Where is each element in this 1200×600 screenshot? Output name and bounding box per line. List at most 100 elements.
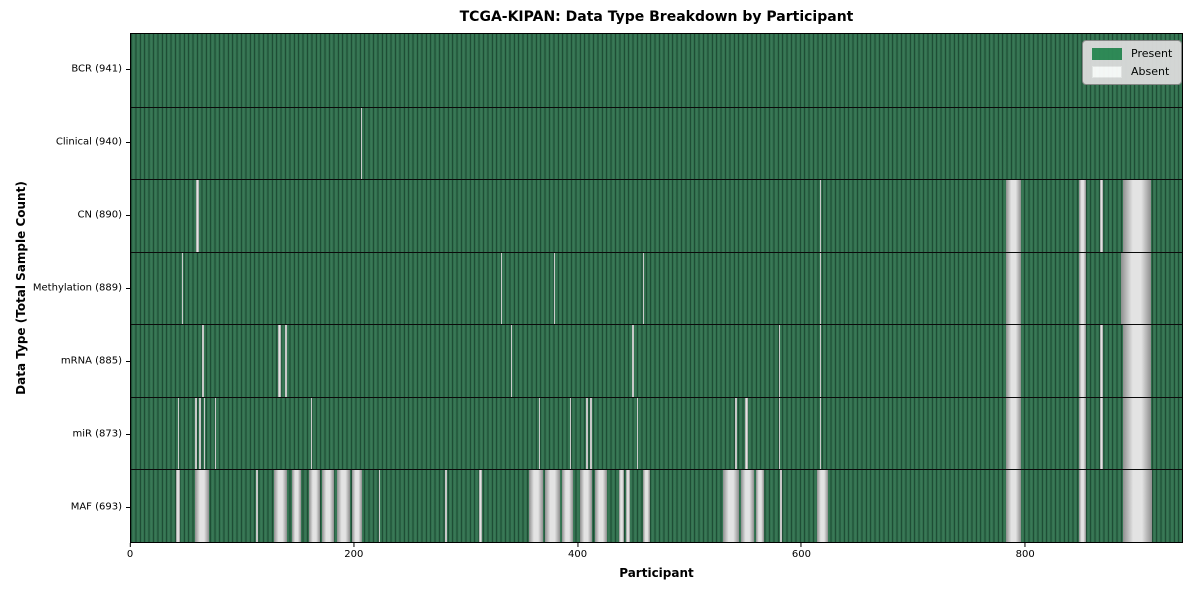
absent-stripe	[722, 469, 739, 542]
absent-swatch-icon	[1092, 65, 1122, 78]
x-tick-label: 0	[126, 549, 134, 560]
row-miR	[131, 396, 1182, 470]
absent-stripe	[1005, 324, 1022, 397]
absent-stripe	[820, 251, 822, 325]
absent-stripe	[779, 469, 783, 542]
absent-stripe	[321, 469, 335, 542]
absent-stripe	[1005, 396, 1022, 470]
y-tick-label-mRNA: mRNA (885)	[60, 355, 122, 367]
absent-stripe	[194, 396, 197, 470]
absent-stripe	[444, 469, 448, 542]
x-tick-mark	[577, 543, 579, 547]
y-tick-label-BCR: BCR (941)	[71, 63, 122, 75]
absent-stripe	[1079, 469, 1086, 542]
absent-stripe	[1005, 251, 1022, 325]
row-mRNA	[131, 324, 1182, 397]
x-axis-title: Participant	[619, 566, 694, 580]
absent-stripe	[1005, 179, 1022, 252]
row-Methylation	[131, 251, 1182, 325]
legend: Present Absent	[1082, 40, 1183, 85]
row-separator	[131, 251, 1182, 253]
absent-stripe	[585, 396, 588, 470]
x-tick-800: 800	[1016, 543, 1035, 560]
absent-stripe	[177, 396, 180, 470]
absent-stripe	[1122, 324, 1151, 397]
absent-stripe	[632, 324, 634, 397]
y-tick-mark	[126, 288, 130, 289]
absent-stripe	[214, 396, 216, 470]
present-swatch-icon	[1092, 47, 1122, 60]
absent-stripe	[479, 469, 482, 542]
absent-stripe	[1079, 324, 1086, 397]
absent-stripe	[1100, 324, 1103, 397]
absent-stripe	[778, 396, 780, 470]
absent-stripe	[816, 469, 828, 542]
absent-stripe	[636, 396, 639, 470]
absent-stripe	[745, 396, 748, 470]
absent-stripe	[528, 469, 544, 542]
absent-stripe	[740, 469, 755, 542]
absent-stripe	[545, 469, 560, 542]
absent-stripe	[642, 469, 651, 542]
row-separator	[131, 396, 1182, 398]
absent-stripe	[625, 469, 631, 542]
absent-stripe	[820, 396, 822, 470]
y-tick-label-MAF: MAF (693)	[70, 501, 122, 513]
x-tick-200: 200	[344, 543, 363, 560]
x-tick-0: 0	[127, 543, 133, 560]
absent-stripe	[182, 251, 184, 325]
row-MAF	[131, 469, 1182, 542]
y-tick-label-Methylation: Methylation (889)	[32, 282, 122, 294]
absent-stripe	[1120, 251, 1151, 325]
plot-area	[130, 33, 1183, 543]
absent-stripe	[175, 469, 181, 542]
x-tick-mark	[129, 543, 131, 547]
y-tick-mark	[126, 506, 130, 508]
y-tick-mark	[126, 433, 130, 435]
absent-stripe	[194, 469, 210, 542]
y-tick-label-miR: miR (873)	[72, 428, 122, 440]
absent-stripe	[352, 469, 363, 542]
absent-stripe	[1122, 396, 1151, 470]
legend-label-absent: Absent	[1131, 65, 1170, 78]
absent-stripe	[1122, 179, 1151, 252]
y-tick-label-Clinical: Clinical (940)	[55, 136, 122, 148]
absent-stripe	[1079, 179, 1086, 252]
absent-stripe	[562, 469, 574, 542]
x-tick-label: 600	[791, 549, 811, 560]
absent-stripe	[538, 396, 540, 470]
absent-stripe	[590, 396, 593, 470]
absent-stripe	[273, 469, 288, 542]
absent-stripe	[756, 469, 765, 542]
absent-stripe	[1122, 469, 1152, 542]
absent-stripe	[1005, 469, 1022, 542]
absent-stripe	[619, 469, 624, 542]
absent-stripe	[820, 179, 822, 252]
absent-stripe	[308, 469, 320, 542]
absent-stripe	[554, 251, 556, 325]
absent-stripe	[569, 396, 572, 470]
absent-stripe	[195, 179, 200, 252]
absent-stripe	[203, 396, 205, 470]
absent-stripe	[500, 251, 502, 325]
absent-stripe	[1079, 396, 1086, 470]
row-separator	[131, 469, 1182, 471]
absent-stripe	[278, 324, 281, 397]
y-tick-label-CN: CN (890)	[77, 209, 122, 221]
absent-stripe	[199, 396, 202, 470]
absent-stripe	[594, 469, 607, 542]
x-tick-600: 600	[792, 543, 811, 560]
x-tick-label: 400	[568, 549, 588, 560]
y-axis-labels: BCR (941) Clinical (940) CN (890) Methylati…	[0, 33, 122, 543]
absent-stripe	[820, 324, 822, 397]
absent-stripe	[1079, 251, 1086, 325]
absent-stripe	[735, 396, 738, 470]
y-tick-mark	[126, 360, 130, 362]
row-separator	[131, 179, 1182, 181]
row-separator	[131, 324, 1182, 326]
absent-stripe	[579, 469, 593, 542]
absent-stripe	[361, 106, 363, 180]
x-tick-mark	[1024, 543, 1026, 547]
absent-stripe	[378, 469, 381, 542]
